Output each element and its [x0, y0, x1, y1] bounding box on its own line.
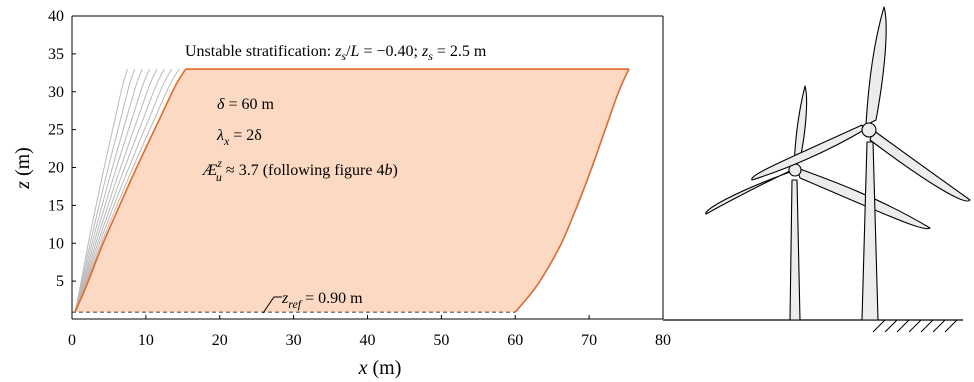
y-tick-label: 20	[48, 160, 64, 177]
grey-front-line	[74, 68, 165, 313]
grey-front-line	[74, 68, 151, 313]
x-tick-label: 30	[286, 332, 302, 349]
x-tick-label: 0	[68, 332, 76, 349]
x-tick-label: 10	[138, 332, 154, 349]
y-axis-title: z (m)	[12, 147, 34, 190]
zref-annotation: zref = 0.90 m	[281, 290, 363, 311]
plot-area	[72, 68, 630, 313]
ground-hatch-icon	[872, 319, 958, 333]
aspect-ratio-annotation: Æz u ≈ 3.7 (following figure 4b)	[201, 156, 398, 184]
grey-front-line	[74, 68, 136, 313]
grey-front-lines	[74, 68, 180, 313]
y-tick-label: 10	[48, 235, 64, 252]
y-tick-label: 25	[48, 122, 64, 139]
eddy-front-line	[74, 68, 187, 313]
x-axis-title: x (m)	[358, 357, 402, 379]
y-tick-label: 5	[56, 273, 64, 290]
y-tick-label: 15	[48, 197, 64, 214]
y-tick-label: 30	[48, 84, 64, 101]
x-ticks: 0 10 20 30 40 50 60 70 80	[68, 315, 671, 349]
zref-leader-line	[262, 296, 282, 314]
chart-title: Unstable stratification: zs/L = −0.40; z…	[185, 43, 487, 63]
grey-front-line	[74, 68, 143, 313]
y-tick-label: 35	[48, 46, 64, 63]
delta-annotation: δ = 60 m	[217, 96, 274, 113]
x-tick-label: 70	[581, 332, 597, 349]
grey-front-line	[74, 68, 180, 313]
wind-turbine-icon	[705, 85, 931, 321]
y-tick-label: 40	[48, 8, 64, 25]
x-tick-label: 40	[360, 332, 376, 349]
y-ticks: 5 10 15 20 25 30 35 40	[48, 8, 76, 290]
grey-front-line	[74, 68, 158, 313]
grey-front-line	[74, 68, 173, 313]
eddy-back-line	[514, 68, 630, 313]
x-tick-label: 60	[507, 332, 523, 349]
x-tick-label: 50	[433, 332, 449, 349]
grey-front-line	[74, 68, 128, 313]
x-tick-label: 20	[212, 332, 228, 349]
lambda-annotation: λx = 2δ	[216, 127, 262, 148]
eddy-area	[74, 69, 630, 313]
wind-turbine-icon	[751, 6, 971, 321]
x-tick-label: 80	[655, 332, 671, 349]
